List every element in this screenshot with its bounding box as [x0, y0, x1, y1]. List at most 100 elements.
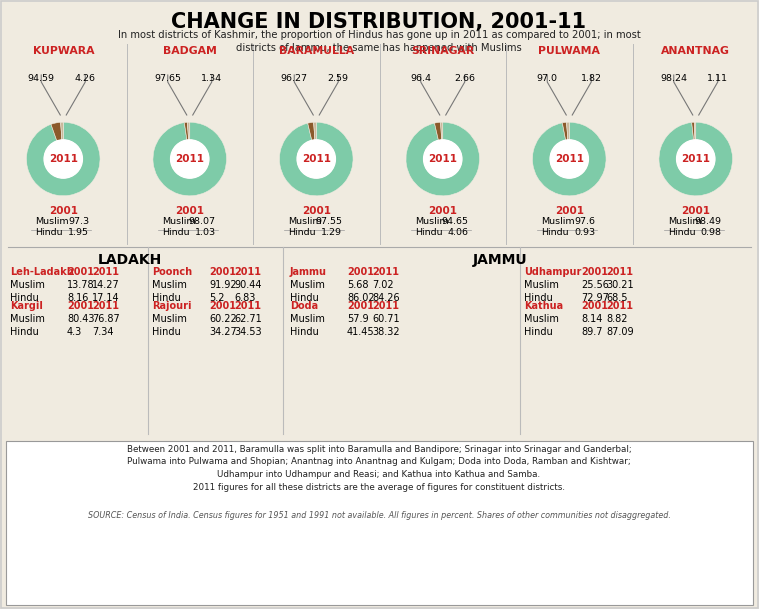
Text: Hindu: Hindu	[524, 327, 553, 337]
Text: 4.06: 4.06	[448, 228, 469, 237]
Text: Udhampur: Udhampur	[524, 267, 581, 277]
Text: 34.27: 34.27	[209, 327, 237, 337]
Text: 6.83: 6.83	[234, 293, 255, 303]
Text: 89.7: 89.7	[581, 327, 603, 337]
Text: Kathua: Kathua	[524, 301, 563, 311]
Circle shape	[297, 140, 335, 178]
Text: 41.45: 41.45	[347, 327, 375, 337]
Text: 4.3: 4.3	[67, 327, 82, 337]
Text: BADGAM: BADGAM	[163, 46, 216, 56]
Text: Hindu: Hindu	[414, 228, 442, 237]
Wedge shape	[51, 122, 62, 141]
Text: 2011: 2011	[92, 267, 119, 277]
Text: 2011: 2011	[372, 301, 399, 311]
Text: CHANGE IN DISTRIBUTION, 2001-11: CHANGE IN DISTRIBUTION, 2001-11	[172, 12, 587, 32]
Text: ANANTNAG: ANANTNAG	[661, 46, 730, 56]
Text: 96.27: 96.27	[281, 74, 307, 83]
Text: KUPWARA: KUPWARA	[33, 46, 94, 56]
Text: Poonch: Poonch	[152, 267, 192, 277]
Wedge shape	[434, 122, 442, 140]
Text: 0.93: 0.93	[574, 228, 595, 237]
Text: 34.53: 34.53	[234, 327, 262, 337]
Text: 2011: 2011	[682, 154, 710, 164]
Text: 2011: 2011	[372, 267, 399, 277]
Text: Doda: Doda	[290, 301, 318, 311]
Text: 2011: 2011	[302, 154, 331, 164]
Text: 2.66: 2.66	[454, 74, 475, 83]
Text: Leh-Ladakh: Leh-Ladakh	[10, 267, 74, 277]
Text: 2011: 2011	[175, 154, 204, 164]
Text: 2011: 2011	[428, 154, 457, 164]
Text: 2011: 2011	[606, 301, 633, 311]
Text: 0.98: 0.98	[701, 228, 722, 237]
Text: 2001: 2001	[682, 206, 710, 216]
Text: 2011: 2011	[555, 154, 584, 164]
Text: 2001: 2001	[347, 301, 374, 311]
Text: 97.55: 97.55	[315, 217, 342, 226]
Wedge shape	[691, 122, 695, 140]
Text: 2001: 2001	[581, 267, 608, 277]
Text: Muslim: Muslim	[668, 217, 701, 226]
Bar	[6, 441, 753, 605]
Wedge shape	[566, 122, 569, 140]
Text: 8.82: 8.82	[606, 314, 628, 324]
Text: Hindu: Hindu	[162, 228, 190, 237]
Text: 2001: 2001	[209, 301, 236, 311]
Text: 57.9: 57.9	[347, 314, 369, 324]
Text: Hindu: Hindu	[288, 228, 316, 237]
Text: 97.3: 97.3	[68, 217, 90, 226]
Text: 2001: 2001	[67, 301, 94, 311]
Text: 8.14: 8.14	[581, 314, 603, 324]
Text: 2.59: 2.59	[328, 74, 348, 83]
Text: LADAKH: LADAKH	[98, 253, 162, 267]
Text: Hindu: Hindu	[152, 327, 181, 337]
Text: PULWAMA: PULWAMA	[538, 46, 600, 56]
Text: 1.34: 1.34	[201, 74, 222, 83]
Text: 94.59: 94.59	[28, 74, 55, 83]
Text: 1.95: 1.95	[68, 228, 90, 237]
Text: Hindu: Hindu	[668, 228, 695, 237]
Wedge shape	[187, 122, 190, 140]
Text: Hindu: Hindu	[541, 228, 569, 237]
Text: 2001: 2001	[428, 206, 457, 216]
Wedge shape	[27, 122, 100, 196]
Text: Muslim: Muslim	[10, 314, 45, 324]
Text: 2011: 2011	[49, 154, 77, 164]
Text: 98.49: 98.49	[694, 217, 722, 226]
Text: 4.26: 4.26	[74, 74, 96, 83]
Text: Jammu: Jammu	[290, 267, 327, 277]
Text: 2001: 2001	[49, 206, 77, 216]
Text: 17.14: 17.14	[92, 293, 120, 303]
Text: 13.78: 13.78	[67, 280, 95, 290]
Text: 5.2: 5.2	[209, 293, 225, 303]
Text: Muslim: Muslim	[35, 217, 69, 226]
Text: 86.02: 86.02	[347, 293, 375, 303]
Text: 90.44: 90.44	[234, 280, 262, 290]
Text: Muslim: Muslim	[290, 314, 325, 324]
Text: 62.71: 62.71	[234, 314, 262, 324]
Text: 1.11: 1.11	[707, 74, 728, 83]
Text: Rajouri: Rajouri	[152, 301, 191, 311]
Text: 2001: 2001	[555, 206, 584, 216]
Text: 96.4: 96.4	[411, 74, 431, 83]
Text: Muslim: Muslim	[414, 217, 449, 226]
Wedge shape	[659, 122, 732, 196]
Text: 1.82: 1.82	[581, 74, 602, 83]
Text: 72.97: 72.97	[581, 293, 609, 303]
Text: 2001: 2001	[581, 301, 608, 311]
Text: Hindu: Hindu	[10, 327, 39, 337]
Text: Hindu: Hindu	[152, 293, 181, 303]
Text: 7.34: 7.34	[92, 327, 114, 337]
Text: 68.5: 68.5	[606, 293, 628, 303]
Wedge shape	[562, 122, 568, 140]
Text: JAMMU: JAMMU	[473, 253, 528, 267]
Wedge shape	[184, 122, 188, 140]
Text: SOURCE: Census of India. Census figures for 1951 and 1991 not available. All fig: SOURCE: Census of India. Census figures …	[87, 511, 670, 520]
Text: 91.92: 91.92	[209, 280, 237, 290]
Wedge shape	[313, 122, 317, 140]
Text: In most districts of Kashmir, the proportion of Hindus has gone up in 2011 as co: In most districts of Kashmir, the propor…	[118, 30, 641, 53]
Text: 2001: 2001	[347, 267, 374, 277]
Wedge shape	[307, 122, 315, 141]
Text: 38.32: 38.32	[372, 327, 400, 337]
Text: 14.27: 14.27	[92, 280, 120, 290]
